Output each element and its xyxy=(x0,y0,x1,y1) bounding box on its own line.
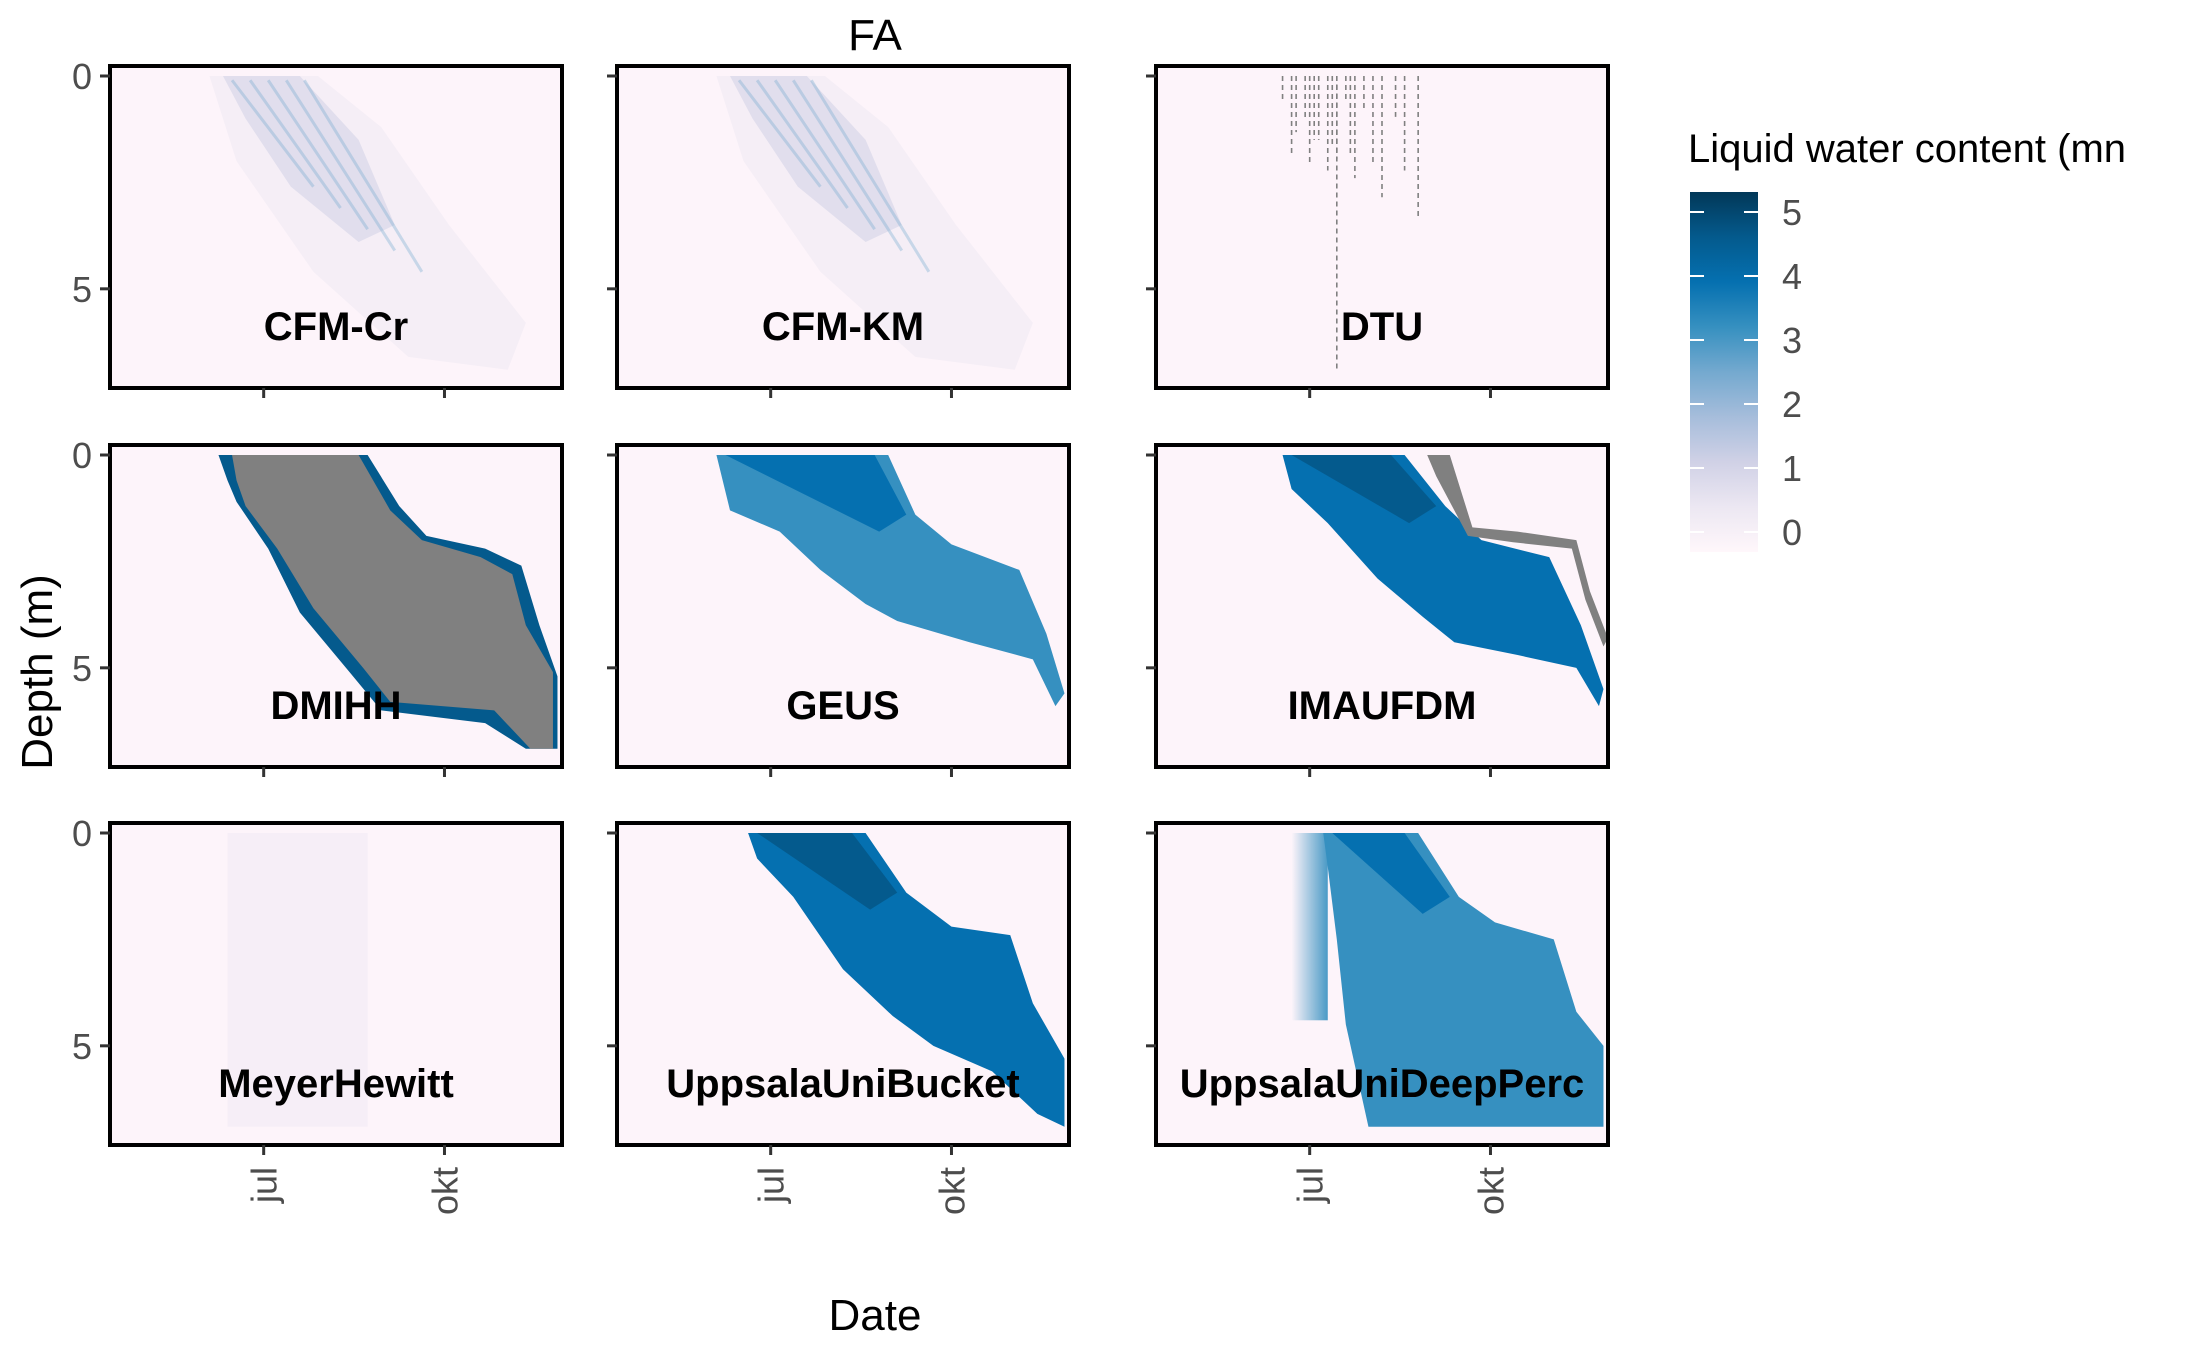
panel-label: CFM-KM xyxy=(762,305,924,349)
panel-label: GEUS xyxy=(786,684,899,728)
legend-tick-label: 3 xyxy=(1782,320,1802,361)
panel-imaufdm: IMAUFDM xyxy=(1154,443,1610,769)
panel-uppsalaunideepperc: UppsalaUniDeepPerc xyxy=(1154,821,1610,1147)
na-region xyxy=(232,455,553,749)
water-streak xyxy=(248,79,342,209)
panel-meyerhewitt: MeyerHewitt xyxy=(108,821,564,1147)
x-tick-label: okt xyxy=(931,1167,972,1215)
axes: 0 5 0 5 0 5 jul okt jul okt jul okt xyxy=(72,56,1512,1215)
water-region xyxy=(1323,833,1604,1127)
panel-label: DMIHH xyxy=(270,684,401,728)
water-region-core xyxy=(1291,455,1437,524)
water-streak xyxy=(303,79,424,273)
water-region-core xyxy=(725,455,907,532)
panel-label: CFM-Cr xyxy=(264,305,408,349)
panel-label: IMAUFDM xyxy=(1288,684,1477,728)
panel-label: UppsalaUniBucket xyxy=(666,1062,1019,1106)
panel-border xyxy=(108,443,564,769)
legend-ticks: 5 4 3 2 1 0 xyxy=(1690,192,1802,553)
x-tick-label: okt xyxy=(424,1167,465,1215)
na-region xyxy=(1427,455,1608,647)
water-streak xyxy=(792,79,904,252)
x-tick-label: jul xyxy=(751,1167,792,1204)
panel-dmihh: DMIHH xyxy=(108,443,564,769)
panel-border xyxy=(615,443,1071,769)
water-streak xyxy=(737,79,822,188)
legend-tick-label: 4 xyxy=(1782,256,1802,297)
panel-cfm-km: CFM-KM xyxy=(615,64,1071,390)
panel-border xyxy=(615,821,1071,1147)
water-fade xyxy=(1291,833,1328,1021)
legend-tick-label: 5 xyxy=(1782,192,1802,233)
water-streak xyxy=(810,79,931,273)
panel-label: DTU xyxy=(1341,305,1423,349)
y-tick-label: 0 xyxy=(72,435,92,476)
panel-background xyxy=(1156,66,1608,388)
y-tick-label: 0 xyxy=(72,813,92,854)
legend-tick-label: 2 xyxy=(1782,384,1802,425)
legend-colorbar xyxy=(1690,192,1758,552)
x-tick-label: jul xyxy=(1290,1167,1331,1204)
y-tick-label: 5 xyxy=(72,648,92,689)
y-tick-label: 0 xyxy=(72,56,92,97)
water-region-core xyxy=(1332,833,1450,914)
panel-dtu: DTU xyxy=(1154,64,1610,390)
water-region xyxy=(1282,455,1604,707)
water-region-core xyxy=(223,76,395,243)
panel-border xyxy=(108,821,564,1147)
panel-border xyxy=(1154,821,1610,1147)
panel-border xyxy=(615,64,1071,390)
water-streak xyxy=(266,79,369,231)
panel-border xyxy=(1154,443,1610,769)
panel-uppsalaunibucket: UppsalaUniBucket xyxy=(615,821,1071,1147)
panel-cfm-cr: CFM-Cr xyxy=(108,64,564,390)
x-axis-title: Date xyxy=(829,1291,922,1340)
water-streak xyxy=(230,79,315,188)
legend-tick-label: 0 xyxy=(1782,512,1802,553)
facet-panels: CFM-Cr CFM-KM DTU DMIHH GEUS IMAUFDM MeyerHewi… xyxy=(108,64,1610,1147)
water-region-core xyxy=(757,833,898,910)
legend: Liquid water content (mn 5 4 3 2 1 0 xyxy=(1688,127,2126,553)
legend-tick-label: 1 xyxy=(1782,448,1802,489)
panel-border xyxy=(1154,64,1610,390)
legend-title: Liquid water content (mn xyxy=(1688,127,2126,171)
panel-label: UppsalaUniDeepPerc xyxy=(1180,1062,1585,1106)
water-region xyxy=(748,833,1065,1127)
panel-background xyxy=(110,823,562,1145)
water-region-core xyxy=(730,76,902,243)
water-streak xyxy=(755,79,849,209)
panel-border xyxy=(108,64,564,390)
x-tick-label: okt xyxy=(1470,1167,1511,1215)
chart-title: FA xyxy=(848,11,902,60)
y-tick-label: 5 xyxy=(72,1026,92,1067)
water-streak xyxy=(285,79,397,252)
panel-geus: GEUS xyxy=(615,443,1071,769)
water-streak xyxy=(773,79,876,231)
water-region xyxy=(716,455,1065,707)
panel-label: MeyerHewitt xyxy=(218,1062,454,1106)
y-tick-label: 5 xyxy=(72,269,92,310)
water-region xyxy=(227,833,368,1127)
y-axis-title: Depth (m) xyxy=(13,574,62,770)
x-tick-label: jul xyxy=(244,1167,285,1204)
